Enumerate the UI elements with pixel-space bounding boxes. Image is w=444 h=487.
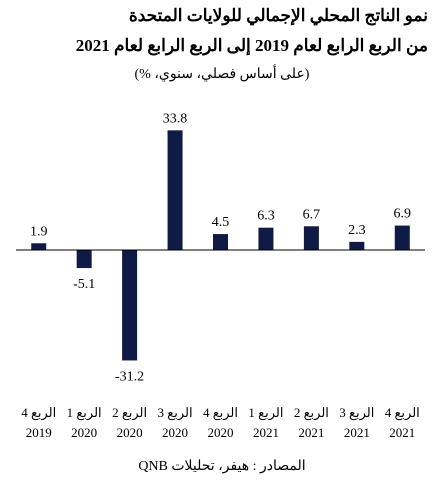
bar: [394, 225, 410, 250]
chart-unit-label: (على أساس فصلي، سنوي، %): [134, 67, 310, 82]
chart-subtitle: من الربع الرابع لعام 2019 إلى الربع الرا…: [75, 36, 428, 55]
bar-value-label: 6.3: [257, 209, 275, 224]
category-year-label: 2021: [253, 425, 279, 440]
source-note: المصادر : هيفر، تحليلات QNB: [138, 459, 306, 474]
bar-value-label: 6.9: [394, 207, 412, 222]
value-labels-group: 1.9 -5.1 -31.2 33.8 4.5 6.3 6.7 2.3 6.9: [30, 111, 411, 384]
category-quarter-label: الربع 1: [248, 405, 283, 421]
bar: [303, 226, 319, 250]
bar: [167, 130, 183, 250]
bar-value-label: -5.1: [73, 277, 95, 292]
category-year-label: 2021: [389, 425, 415, 440]
category-year-label: 2020: [71, 425, 97, 440]
category-quarter-label: الربع 2: [294, 405, 329, 421]
category-quarter-label: الربع 4: [21, 405, 56, 421]
category-quarter-label: الربع 1: [67, 405, 102, 421]
bar: [76, 250, 92, 269]
category-quarter-label: الربع 4: [203, 405, 238, 421]
category-quarter-label: الربع 4: [385, 405, 420, 421]
bar-value-label: 1.9: [30, 224, 48, 239]
bar-value-label: 6.7: [303, 207, 321, 222]
chart-title: نمو الناتج المحلي الإجمالي للولايات المت…: [128, 6, 428, 25]
category-year-label: 2019: [26, 425, 52, 440]
category-year-label: 2021: [344, 425, 370, 440]
category-year-label: 2020: [162, 425, 188, 440]
bar: [213, 234, 228, 250]
bar-value-label: 4.5: [212, 215, 230, 230]
category-quarter-label: الربع 2: [112, 405, 147, 421]
category-quarter-label: الربع 3: [339, 405, 374, 421]
bar: [349, 241, 365, 250]
bar: [258, 227, 274, 250]
category-year-label: 2020: [208, 425, 234, 440]
category-quarter-label: الربع 3: [158, 405, 193, 421]
category-year-label: 2021: [298, 425, 324, 440]
bar: [31, 243, 47, 250]
bar-value-label: -31.2: [115, 369, 144, 384]
bar-value-label: 2.3: [348, 223, 366, 238]
bar-value-label: 33.8: [163, 111, 188, 126]
category-labels-group: الربع 4 2019 الربع 1 2020 الربع 2 2020 الربع 3…: [21, 405, 420, 440]
category-year-label: 2020: [117, 425, 143, 440]
bar: [122, 250, 138, 361]
bars-group: [31, 130, 410, 361]
